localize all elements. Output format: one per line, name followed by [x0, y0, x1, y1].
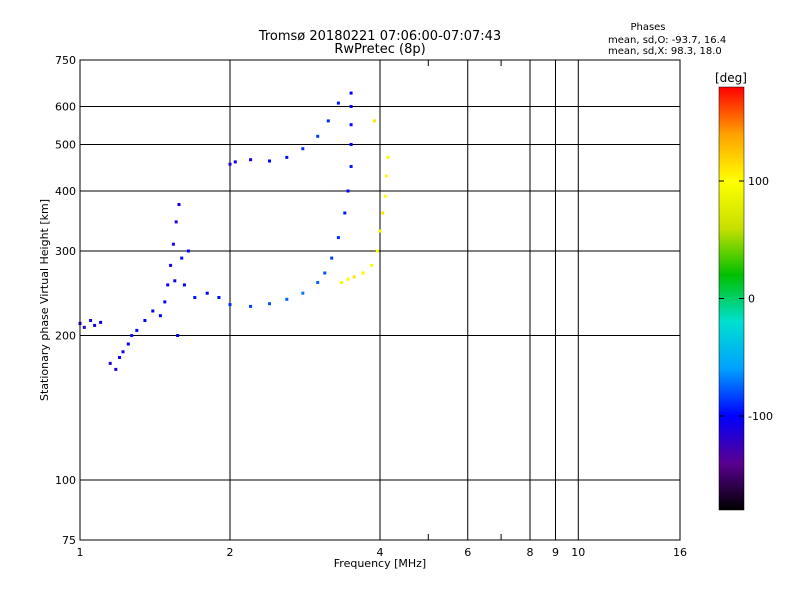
data-point-o: [316, 134, 320, 138]
data-point-o: [108, 361, 112, 365]
data-point-x: [361, 271, 365, 275]
data-point-o: [346, 189, 350, 193]
data-point-o: [99, 320, 103, 324]
data-point-o: [268, 302, 271, 306]
data-point-o: [349, 105, 353, 108]
data-point-o: [349, 123, 353, 127]
data-point-o: [249, 304, 253, 308]
chart-title: Tromsø 20180221 07:06:00-07:07:43: [258, 29, 501, 44]
grid-lines: [79, 59, 681, 541]
data-point-o: [330, 256, 334, 260]
data-point-o: [166, 283, 170, 287]
plot-frame: [79, 59, 681, 541]
y-tick-label: 400: [55, 185, 76, 198]
data-point-o: [268, 159, 271, 163]
data-point-o: [135, 328, 139, 332]
colorbar-tick-label: -100: [748, 410, 773, 423]
stats-line-o: mean, sd,O: -93.7, 16.4: [608, 35, 726, 46]
y-tick-label: 100: [55, 474, 76, 487]
data-point-o: [217, 296, 221, 299]
chart-subtitle: RwPretec (8p): [334, 42, 425, 57]
data-point-o: [180, 256, 184, 260]
stats-line-x: mean, sd,X: 98.3, 18.0: [608, 46, 722, 57]
colorbar-ticks: 100 0 -100: [719, 175, 773, 423]
data-points: [78, 91, 390, 371]
y-tick-label: 75: [62, 534, 76, 547]
y-tick-label: 300: [55, 245, 76, 258]
data-point-o: [349, 143, 353, 146]
data-point-o: [177, 203, 181, 206]
data-point-o: [349, 165, 353, 168]
data-point-o: [343, 211, 347, 215]
x-tick-label: 8: [527, 546, 534, 559]
data-point-o: [182, 283, 186, 287]
data-point-o: [301, 147, 305, 151]
data-point-o: [285, 155, 289, 159]
x-tick-label: 9: [552, 546, 559, 559]
data-point-o: [285, 297, 289, 301]
colorbar-unit-label: [deg]: [715, 71, 747, 85]
data-point-o: [169, 263, 173, 267]
data-point-o: [82, 325, 86, 329]
data-point-o: [176, 334, 180, 337]
data-point-o: [126, 342, 130, 346]
colorbar-tick-label: 100: [748, 175, 769, 188]
x-tick-label: 10: [571, 546, 585, 559]
data-point-o: [336, 101, 340, 105]
data-point-o: [174, 220, 178, 224]
data-point-x: [370, 263, 374, 267]
data-point-o: [89, 319, 93, 322]
data-point-o: [205, 291, 209, 295]
data-point-x: [383, 194, 387, 198]
y-tick-label: 500: [55, 139, 76, 152]
y-tick-label: 750: [55, 54, 76, 67]
data-point-x: [384, 174, 388, 178]
data-point-x: [375, 249, 379, 253]
stats-heading: Phases: [630, 22, 665, 33]
data-point-o: [114, 367, 118, 371]
data-point-o: [233, 160, 237, 164]
data-point-o: [349, 91, 353, 95]
data-point-o: [173, 279, 177, 283]
x-tick-label: 2: [227, 546, 234, 559]
x-tick-label: 4: [377, 546, 384, 559]
x-axis-label: Frequency [MHz]: [334, 557, 426, 570]
data-point-o: [193, 296, 197, 299]
data-point-o: [336, 236, 340, 240]
data-point-o: [171, 242, 175, 246]
data-point-o: [316, 281, 320, 284]
data-point-o: [118, 356, 121, 359]
x-tick-label: 16: [673, 546, 687, 559]
data-point-o: [158, 314, 162, 318]
y-axis-label: Stationary phase Virtual Height [km]: [38, 199, 51, 401]
data-point-o: [301, 291, 305, 295]
data-point-x: [352, 275, 356, 279]
data-point-x: [340, 281, 344, 284]
colorbar-tick-label: 0: [748, 293, 755, 306]
data-point-x: [378, 229, 382, 233]
data-point-o: [163, 300, 167, 304]
data-point-o: [228, 303, 232, 307]
data-point-o: [130, 334, 134, 337]
axis-ticks: 1 2 4 6 8 9 10 16 75 100 200 300 400 500 600 750: [55, 54, 687, 559]
data-point-o: [143, 319, 147, 322]
y-tick-label: 600: [55, 101, 76, 114]
data-point-o: [323, 271, 327, 275]
data-point-x: [386, 155, 390, 159]
data-point-o: [326, 119, 330, 123]
data-point-o: [228, 162, 232, 166]
x-tick-label: 6: [464, 546, 471, 559]
data-point-o: [249, 158, 253, 162]
y-tick-label: 200: [55, 330, 76, 343]
data-point-x: [373, 119, 376, 123]
data-point-o: [186, 249, 190, 253]
data-point-x: [381, 211, 385, 215]
x-tick-label: 1: [77, 546, 84, 559]
data-point-o: [121, 350, 125, 354]
data-point-x: [346, 277, 350, 281]
data-point-o: [93, 323, 97, 327]
data-point-o: [151, 309, 155, 313]
